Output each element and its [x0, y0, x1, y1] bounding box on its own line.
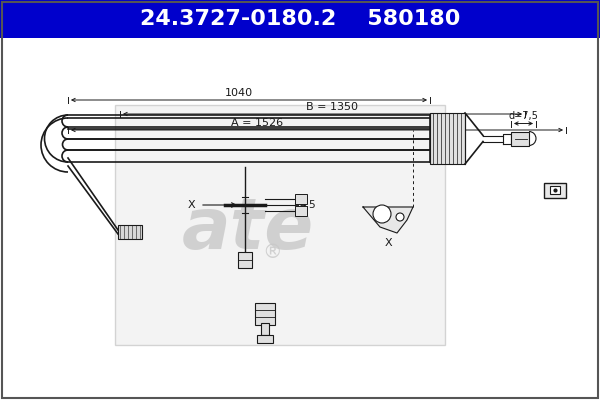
Bar [115, 105, 445, 345]
Circle shape [396, 213, 404, 221]
Text: B = 1350: B = 1350 [307, 102, 359, 112]
Bar [430, 113, 465, 164]
Bar [295, 194, 307, 204]
Bar [261, 323, 269, 335]
Bar [295, 206, 307, 216]
Bar [511, 132, 529, 146]
Bar [255, 303, 275, 325]
Text: 1040: 1040 [225, 88, 253, 98]
Polygon shape [363, 207, 413, 233]
Text: X: X [187, 200, 195, 210]
Bar [550, 186, 560, 194]
Text: d=7,5: d=7,5 [509, 112, 538, 122]
Text: 24.3727-0180.2    580180: 24.3727-0180.2 580180 [140, 9, 460, 29]
Text: ®: ® [262, 242, 282, 262]
Circle shape [373, 205, 391, 223]
Text: ate: ate [182, 196, 314, 264]
Bar [257, 335, 273, 343]
Text: A = 1526: A = 1526 [231, 118, 283, 128]
Text: X: X [384, 238, 392, 248]
Bar [118, 225, 142, 239]
Text: 4,5: 4,5 [299, 200, 316, 210]
Bar [0, 0, 600, 38]
Bar [544, 182, 566, 198]
Bar [238, 252, 252, 268]
